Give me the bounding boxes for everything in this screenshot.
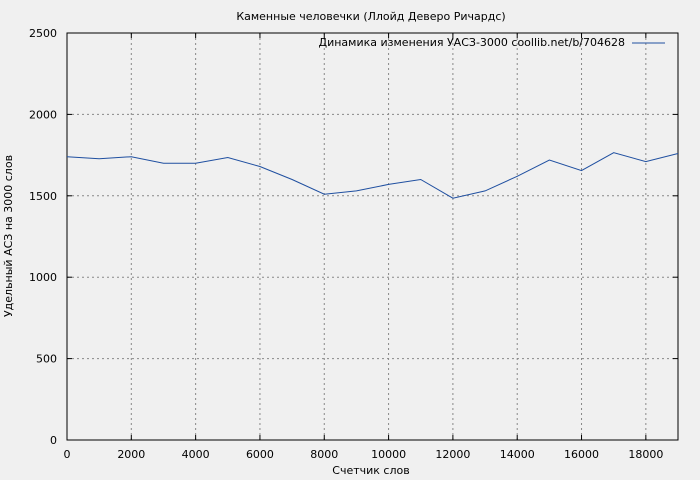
grid <box>67 33 678 440</box>
x-tick-label: 18000 <box>628 448 663 461</box>
y-axis-ticks: 0 500 1000 1500 2000 2500 <box>29 27 678 447</box>
legend: Динамика изменения УАСЗ-3000 coollib.net… <box>319 36 665 49</box>
x-tick-label: 2000 <box>117 448 145 461</box>
y-tick-label: 500 <box>36 353 57 366</box>
x-tick-label: 12000 <box>435 448 470 461</box>
plot-frame <box>66 32 679 441</box>
y-tick-label: 2500 <box>29 27 57 40</box>
series-layer <box>66 152 679 199</box>
x-axis-ticks: 0 2000 4000 6000 8000 10000 12000 14000 16000 180… <box>64 33 663 461</box>
y-tick-label: 2000 <box>29 108 57 121</box>
y-axis-label: Удельный АСЗ на 3000 слов <box>2 155 15 317</box>
x-tick-label: 0 <box>64 448 71 461</box>
y-tick-label: 0 <box>50 434 57 447</box>
x-tick-label: 8000 <box>310 448 338 461</box>
legend-label: Динамика изменения УАСЗ-3000 coollib.net… <box>319 36 626 49</box>
x-tick-label: 16000 <box>564 448 599 461</box>
x-tick-label: 4000 <box>182 448 210 461</box>
x-tick-label: 6000 <box>246 448 274 461</box>
y-tick-label: 1000 <box>29 271 57 284</box>
chart-title: Каменные человечки (Ллойд Деверо Ричардс… <box>236 10 505 23</box>
x-tick-label: 10000 <box>371 448 406 461</box>
series-line <box>66 152 679 199</box>
y-tick-label: 1500 <box>29 190 57 203</box>
x-tick-label: 14000 <box>500 448 535 461</box>
x-axis-label: Счетчик слов <box>332 464 409 477</box>
